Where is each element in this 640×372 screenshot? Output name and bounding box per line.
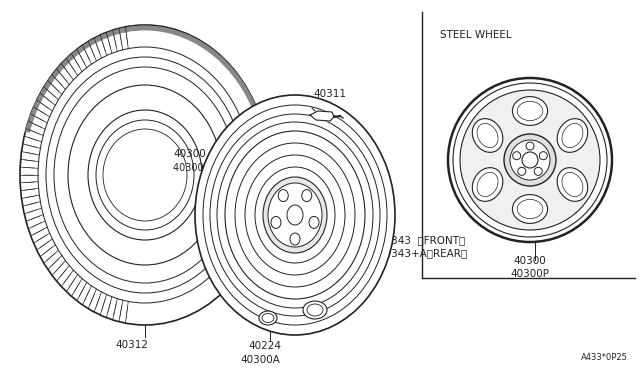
Ellipse shape	[38, 47, 252, 303]
Ellipse shape	[513, 97, 548, 125]
Text: 40311: 40311	[313, 89, 346, 99]
Text: 40300P: 40300P	[511, 269, 550, 279]
Ellipse shape	[287, 205, 303, 225]
Ellipse shape	[262, 314, 274, 323]
Ellipse shape	[255, 167, 335, 263]
Ellipse shape	[245, 155, 345, 275]
Ellipse shape	[290, 233, 300, 245]
Ellipse shape	[54, 67, 236, 283]
Ellipse shape	[278, 190, 288, 202]
Ellipse shape	[307, 304, 323, 316]
Ellipse shape	[477, 124, 498, 148]
Ellipse shape	[96, 120, 194, 230]
Ellipse shape	[460, 90, 600, 230]
Text: 40300: 40300	[514, 256, 547, 266]
Ellipse shape	[195, 95, 395, 335]
Ellipse shape	[534, 167, 542, 175]
Ellipse shape	[517, 199, 543, 219]
Ellipse shape	[303, 301, 327, 319]
Ellipse shape	[235, 143, 355, 287]
Ellipse shape	[309, 217, 319, 228]
Ellipse shape	[103, 129, 187, 221]
Ellipse shape	[522, 152, 538, 168]
Ellipse shape	[225, 131, 365, 299]
Ellipse shape	[472, 119, 503, 153]
Ellipse shape	[557, 168, 588, 201]
Ellipse shape	[513, 195, 548, 224]
Ellipse shape	[268, 183, 322, 247]
Ellipse shape	[259, 311, 277, 325]
Ellipse shape	[562, 124, 583, 148]
Polygon shape	[310, 111, 334, 121]
Ellipse shape	[517, 102, 543, 121]
Text: 40300P(SPARE TIRE): 40300P(SPARE TIRE)	[173, 162, 273, 172]
Ellipse shape	[68, 85, 222, 265]
Text: STEEL WHEEL: STEEL WHEEL	[440, 30, 511, 40]
Text: 40343  〈FRONT〉: 40343 〈FRONT〉	[378, 235, 465, 245]
Ellipse shape	[540, 152, 547, 160]
Ellipse shape	[513, 152, 521, 160]
Ellipse shape	[562, 172, 583, 196]
Ellipse shape	[20, 25, 270, 325]
Text: 40224: 40224	[248, 341, 281, 351]
Ellipse shape	[477, 172, 498, 196]
Ellipse shape	[217, 122, 373, 308]
Text: 40343+A〈REAR〉: 40343+A〈REAR〉	[378, 248, 467, 258]
Text: 40312: 40312	[115, 340, 148, 350]
Ellipse shape	[472, 168, 503, 201]
Ellipse shape	[301, 190, 312, 202]
Ellipse shape	[453, 83, 607, 237]
Ellipse shape	[46, 57, 244, 293]
Ellipse shape	[88, 110, 202, 240]
Ellipse shape	[526, 142, 534, 150]
Ellipse shape	[210, 114, 380, 316]
Ellipse shape	[263, 177, 327, 253]
Text: 40300: 40300	[173, 149, 205, 159]
Ellipse shape	[271, 217, 281, 228]
Ellipse shape	[504, 134, 556, 186]
Ellipse shape	[203, 105, 387, 325]
Text: 40300A: 40300A	[240, 355, 280, 365]
Ellipse shape	[448, 78, 612, 242]
Ellipse shape	[518, 167, 526, 175]
Text: A433*0P25: A433*0P25	[581, 353, 628, 362]
Ellipse shape	[510, 140, 550, 180]
Ellipse shape	[557, 119, 588, 153]
